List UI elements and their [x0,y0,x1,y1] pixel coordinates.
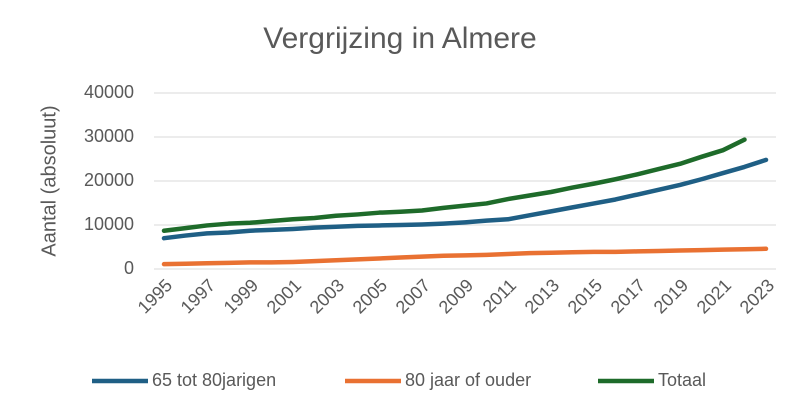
x-tick-label: 2009 [435,275,477,317]
x-tick-label: 2023 [736,275,778,317]
y-tick-label: 40000 [84,82,134,102]
series-line [161,137,747,233]
x-tick-label: 2005 [349,275,391,317]
x-tick-label: 2007 [392,275,434,317]
legend-label: Totaal [658,370,706,390]
x-tick-label: 2019 [650,275,692,317]
legend-label: 65 tot 80jarigen [152,370,276,390]
x-tick-label: 2015 [564,275,606,317]
chart-title: Vergrijzing in Almere [263,22,536,55]
x-tick-label: 1999 [220,275,262,317]
x-tick-label: 2013 [521,275,563,317]
y-tick-label: 10000 [84,214,134,234]
y-tick-label: 0 [124,258,134,278]
x-tick-label: 2003 [306,275,348,317]
x-tick-label: 2011 [479,275,521,317]
x-tick-label: 1995 [134,275,176,317]
legend-label: 80 jaar of ouder [405,370,531,390]
y-tick-label: 30000 [84,126,134,146]
series-line [161,246,769,267]
y-axis-title: Aantal (absoluut) [38,105,60,256]
series-line [161,157,769,241]
x-tick-label: 2001 [263,275,305,317]
x-tick-label: 2017 [607,275,649,317]
y-tick-label: 20000 [84,170,134,190]
x-tick-label: 2021 [693,275,735,317]
x-tick-label: 1997 [177,275,219,317]
